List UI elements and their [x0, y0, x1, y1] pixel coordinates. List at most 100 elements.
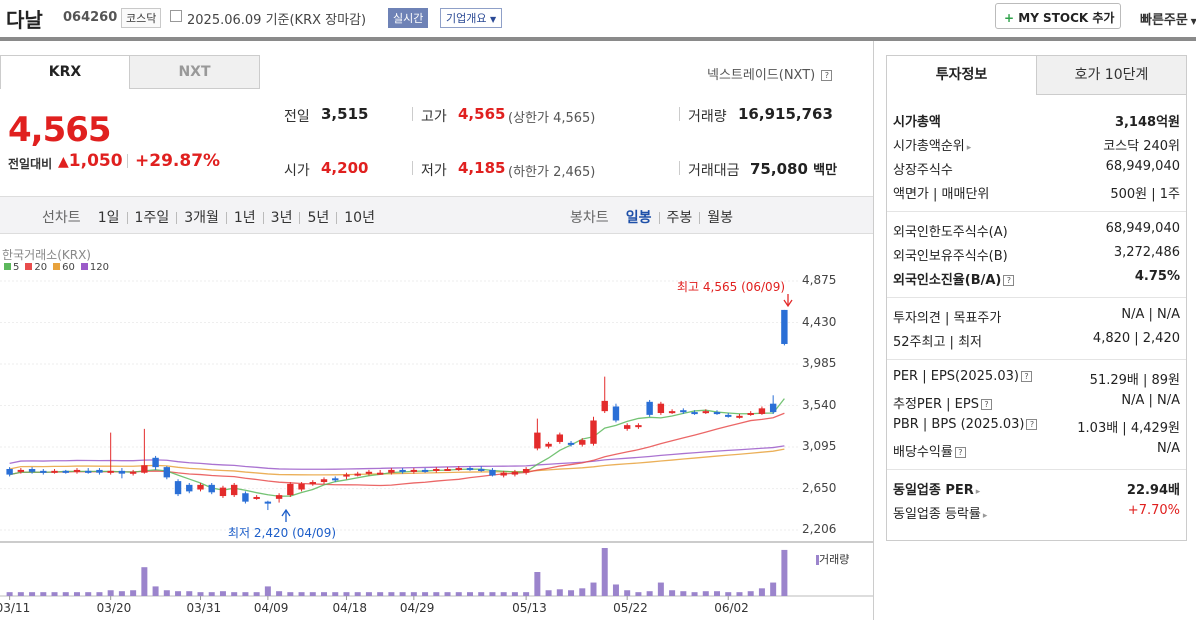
candle-body	[354, 473, 361, 476]
candle-body	[433, 468, 440, 471]
volume-bar	[433, 592, 440, 596]
help-icon[interactable]: ?	[1020, 371, 1032, 382]
volume-bar	[287, 592, 294, 596]
separator	[658, 211, 660, 224]
period-bar: 선차트 1일 1주일 3개월 1년 3년 5년 10년 봉차트 일봉 주봉 월봉	[0, 196, 873, 234]
ma-120-label: 120	[89, 262, 109, 273]
info-key-wrap: 외국인보유주식수(B)	[893, 245, 1008, 264]
tab-nxt[interactable]: NXT	[129, 55, 260, 89]
candle-body	[264, 501, 272, 504]
tab-krx[interactable]: KRX	[0, 55, 130, 89]
nxt-link[interactable]: 넥스트레이드(NXT) ?	[707, 64, 833, 83]
ma-60-line	[9, 448, 785, 476]
volume-bar	[399, 592, 406, 596]
info-row: 외국인보유주식수(B) 3,272,486	[893, 245, 1180, 264]
info-row: 추정PER | EPS? N/A | N/A	[893, 393, 1180, 412]
candle-body	[186, 484, 193, 492]
candle-body	[601, 400, 608, 412]
candle-body	[320, 479, 328, 483]
help-icon[interactable]: ?	[954, 447, 966, 458]
candle-body	[556, 434, 564, 442]
volume-bar	[208, 592, 215, 596]
change-percent: +29.87%	[135, 151, 221, 171]
volume-bar	[691, 592, 698, 596]
candle-body	[635, 425, 642, 428]
candle-body	[455, 468, 462, 471]
candle-body	[343, 474, 350, 477]
info-row: 52주최고 | 최저 4,820 | 2,420	[893, 331, 1180, 350]
volume-bar	[40, 592, 47, 596]
prev-value: 3,515	[321, 105, 369, 123]
candle-body	[668, 411, 676, 414]
info-key-wrap: PBR | BPS (2025.03)?	[893, 417, 1038, 436]
volume-bar	[152, 586, 159, 596]
help-icon[interactable]: ?	[821, 70, 833, 81]
line-period-5[interactable]: 5년	[307, 210, 330, 226]
candle-body	[197, 484, 204, 490]
volume-bar	[118, 591, 125, 596]
nxt-link-label: 넥스트레이드(NXT)	[707, 68, 816, 83]
volume-bar	[747, 591, 754, 596]
market-badge: 코스닥	[121, 8, 162, 28]
realtime-button[interactable]: 실시간	[388, 8, 429, 28]
volume-bar	[298, 592, 305, 596]
quick-order-button[interactable]: 빠른주문 ▼	[1140, 9, 1196, 28]
info-value: 1.03배 | 4,429원	[1077, 421, 1180, 436]
separator	[176, 211, 178, 224]
candle-period-2[interactable]: 월봉	[707, 210, 734, 226]
line-period-1[interactable]: 1주일	[134, 210, 170, 226]
line-period-3[interactable]: 1년	[233, 210, 256, 226]
volume-bar	[231, 592, 238, 596]
line-period-6[interactable]: 10년	[344, 210, 375, 226]
candle-period-0[interactable]: 일봉	[625, 210, 652, 226]
candle-body	[96, 469, 103, 473]
y-tick-label: 3,095	[802, 439, 837, 454]
candle-body	[702, 411, 709, 414]
ma-20-line	[9, 412, 785, 487]
line-period-0[interactable]: 1일	[97, 210, 120, 226]
volume-bar	[736, 592, 743, 596]
volume-bar	[321, 592, 328, 596]
separator	[225, 211, 227, 224]
candle-body	[28, 468, 36, 472]
ma-5-label: 5	[13, 262, 20, 273]
candle-body	[534, 432, 541, 449]
chevron-right-icon[interactable]: ▸	[975, 487, 981, 497]
candle-body	[129, 471, 137, 474]
candle-period-1[interactable]: 주봉	[666, 210, 693, 226]
divider	[679, 161, 680, 175]
high-value: 4,565	[458, 105, 506, 123]
candle-body	[758, 408, 766, 414]
separator	[299, 211, 301, 224]
candle-body	[253, 496, 260, 499]
volume-bar	[568, 590, 575, 596]
candle-body	[466, 468, 474, 471]
volume-bar	[62, 592, 69, 596]
volume-bar	[556, 589, 563, 596]
chevron-right-icon[interactable]: ▸	[966, 143, 972, 153]
info-row: 시가총액순위 ▸ 코스닥 240위	[893, 135, 1180, 154]
volume-bar	[388, 592, 395, 596]
help-icon[interactable]: ?	[1003, 275, 1015, 286]
volume-bar	[590, 582, 597, 596]
help-icon[interactable]: ?	[1026, 419, 1038, 430]
low-annotation: 최저 2,420 (04/09)	[228, 526, 337, 540]
volume-bar	[85, 592, 92, 596]
volume-bar	[523, 592, 530, 596]
chevron-right-icon[interactable]: ▸	[982, 511, 988, 521]
mystock-add-button[interactable]: + MY STOCK 추가	[995, 3, 1121, 29]
info-key-wrap: 추정PER | EPS?	[893, 393, 992, 412]
volume-bar	[377, 592, 384, 596]
amount-number: 75,080	[750, 160, 808, 178]
line-period-4[interactable]: 3년	[270, 210, 293, 226]
price-chart[interactable]	[0, 236, 873, 620]
candle-body	[219, 487, 227, 497]
company-info-button[interactable]: 기업개요 ▼	[440, 8, 503, 28]
help-icon[interactable]: ?	[980, 399, 992, 410]
volume-bar	[601, 548, 608, 596]
line-period-2[interactable]: 3개월	[184, 210, 219, 226]
volume-bar	[444, 592, 451, 596]
volume-bar	[197, 592, 204, 596]
tab-order-book[interactable]: 호가 10단계	[1036, 55, 1187, 95]
volume-value: 16,915,763	[738, 105, 833, 123]
